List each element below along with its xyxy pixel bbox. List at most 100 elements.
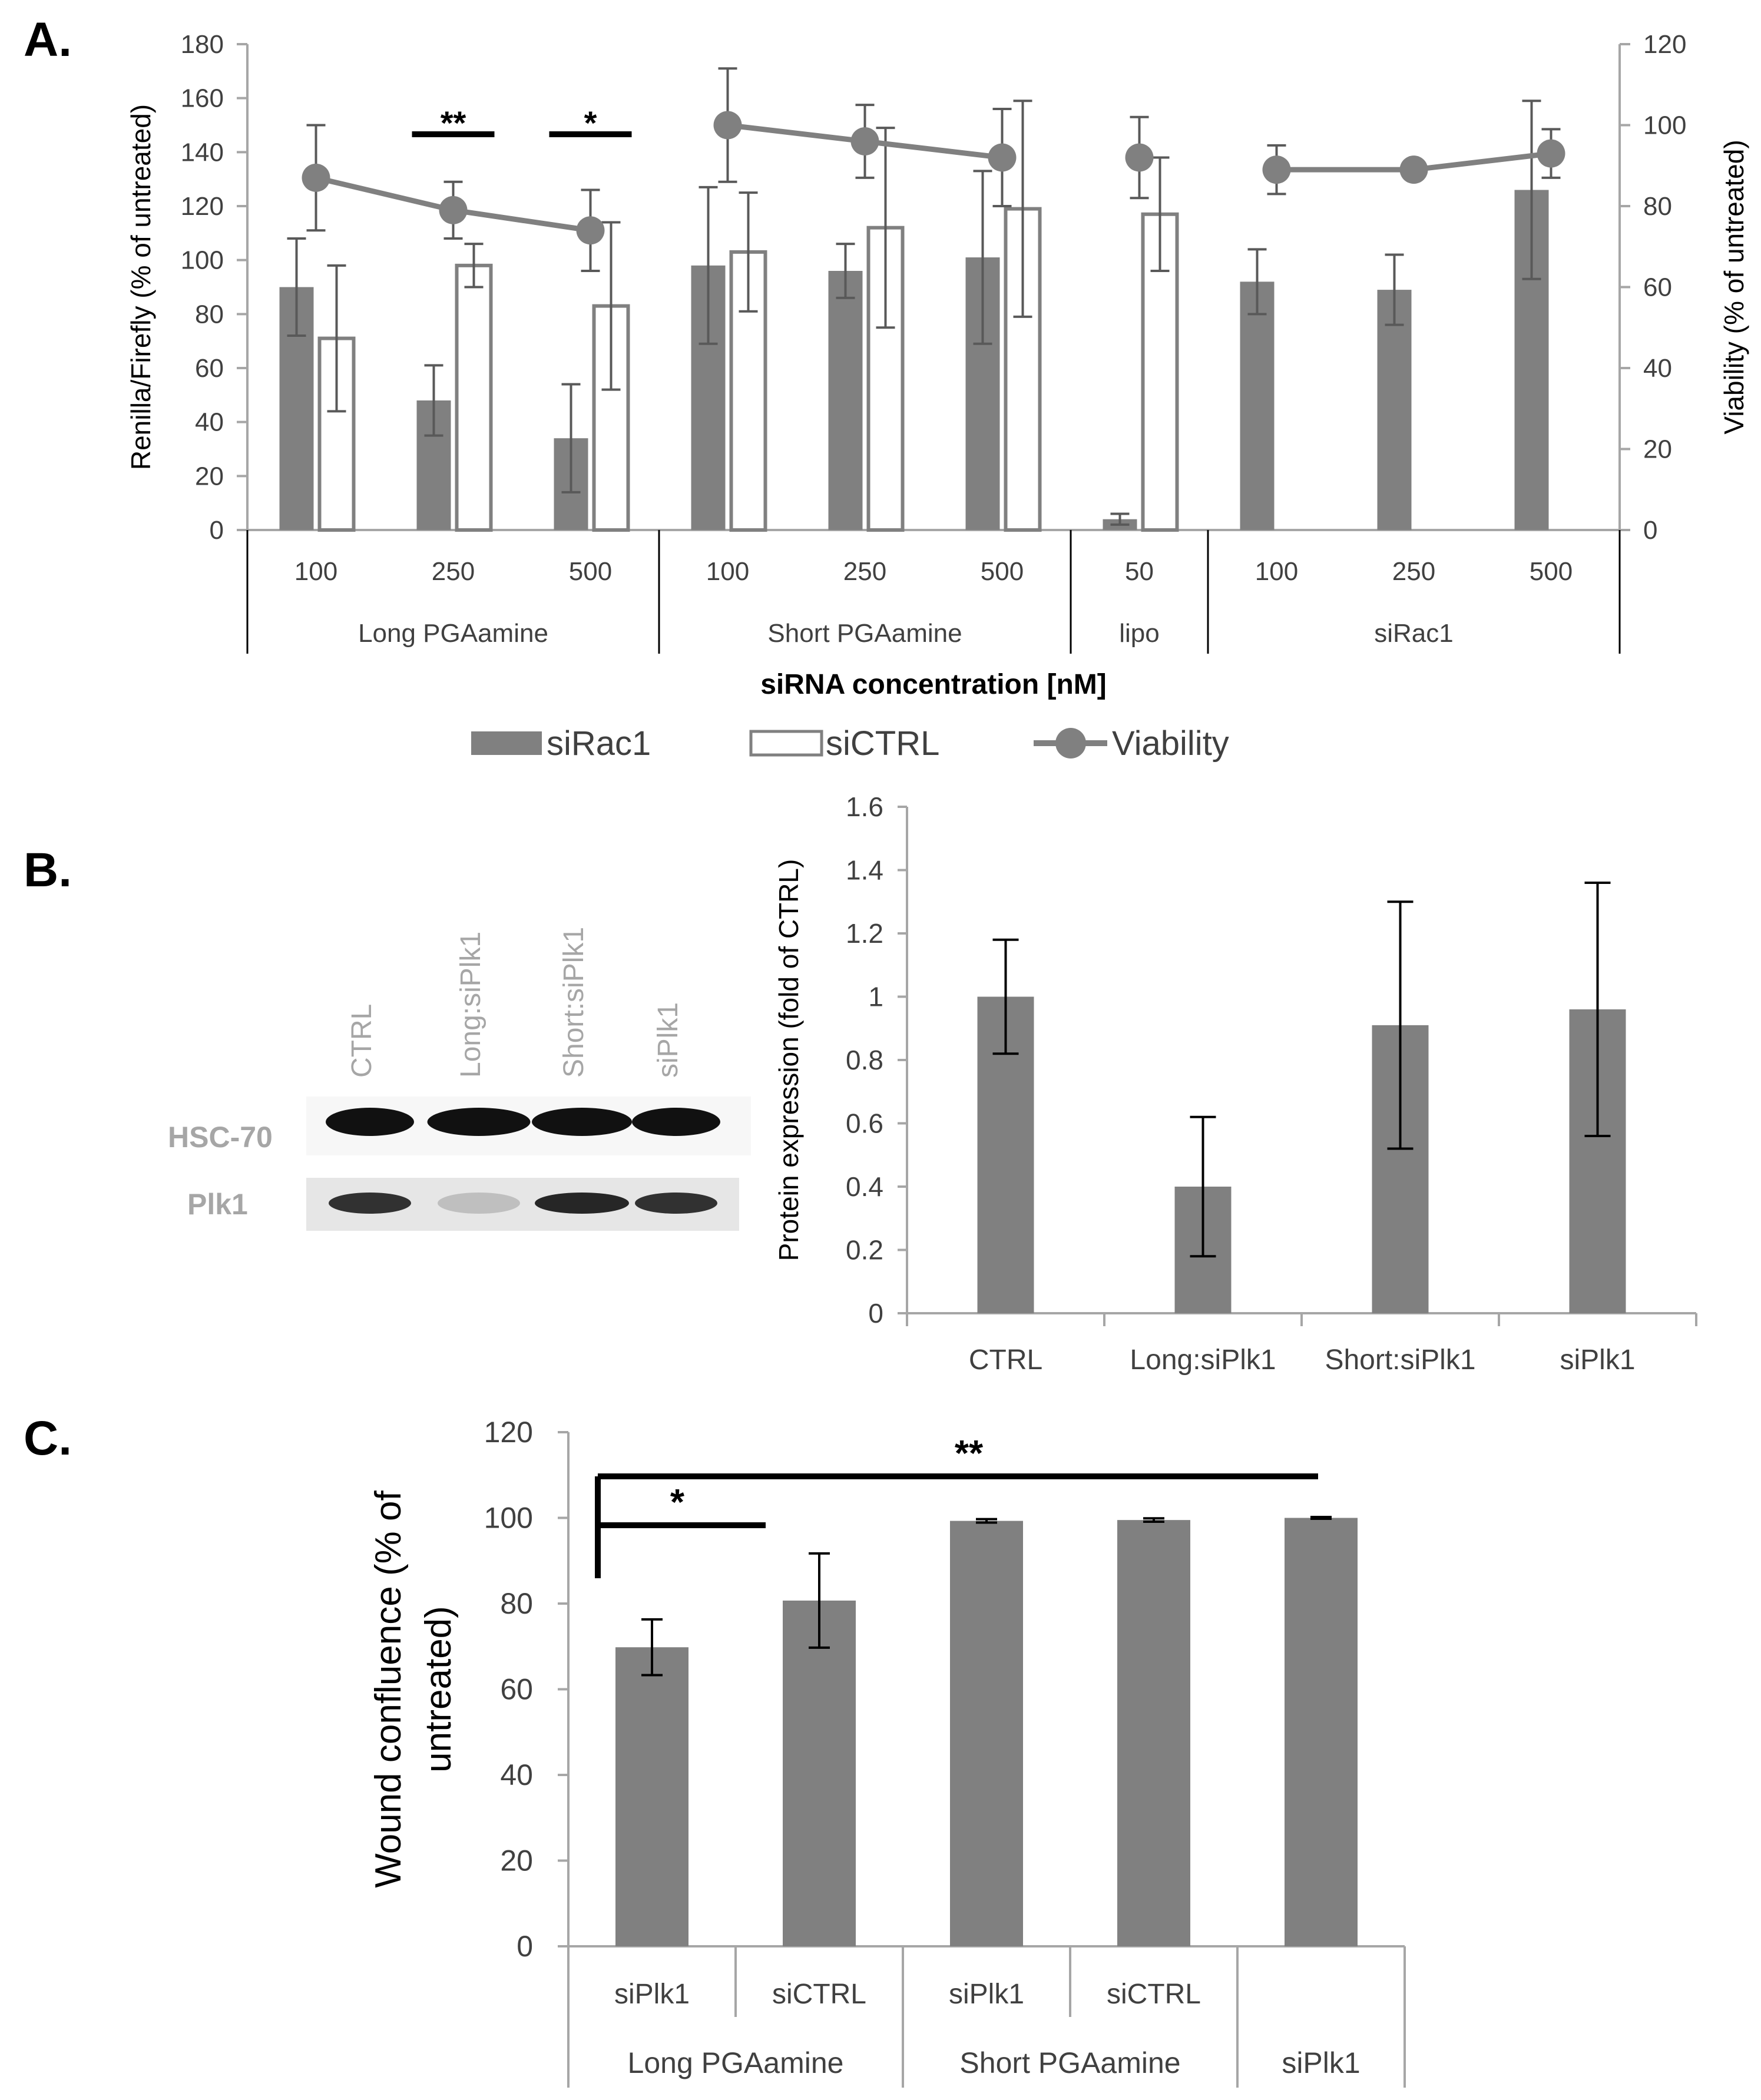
y-axis-title: Protein expression (fold of CTRL) — [773, 859, 804, 1261]
group-label: siRac1 — [1374, 619, 1454, 648]
blot-lane-label: siPlk1 — [653, 1002, 684, 1078]
group-label: siPlk1 — [1282, 2046, 1360, 2079]
blot-row-label-plk1: Plk1 — [187, 1188, 248, 1221]
x-category-label: 100 — [294, 557, 337, 586]
blot-band-hsc70 — [632, 1108, 720, 1136]
viability-point — [713, 111, 742, 140]
y2-tick-label: 0 — [1643, 516, 1657, 545]
group-label: lipo — [1119, 619, 1160, 648]
y-tick-label: 1.2 — [846, 918, 883, 949]
chart-a: 0 20 40 60 80 100 120 140 160 180 0 20 40 60 80 100 120 R… — [125, 30, 1749, 700]
y-tick-label: 40 — [500, 1758, 533, 1791]
x-category-label: 100 — [706, 557, 749, 586]
blot-row-label-hsc70: HSC-70 — [168, 1121, 273, 1154]
x-category-label: 100 — [1255, 557, 1298, 586]
viability-point — [576, 216, 605, 245]
x-category-label: 250 — [843, 557, 886, 586]
x-category-label: 250 — [1392, 557, 1435, 586]
significance-label: ** — [441, 104, 466, 141]
viability-point — [850, 127, 879, 155]
y-tick-label: 20 — [500, 1844, 533, 1877]
y-tick-label: 120 — [484, 1416, 533, 1449]
bar-siRac1 — [1377, 290, 1412, 530]
x-category-label: siPlk1 — [614, 1979, 690, 2010]
bar — [783, 1600, 856, 1946]
group-label: Short PGAamine — [959, 2046, 1180, 2079]
blot-band-plk1 — [329, 1193, 411, 1214]
x-category-label: siPlk1 — [1560, 1344, 1635, 1376]
y-tick-label: 20 — [195, 462, 224, 491]
bar-siRac1 — [1240, 281, 1275, 530]
y-tick-label: 160 — [181, 84, 224, 113]
blot-lane-label: CTRL — [346, 1004, 378, 1078]
legend-a: siRac1 siCTRL Viability — [471, 724, 1229, 763]
y-tick-label: 80 — [195, 300, 224, 329]
viability-point — [1262, 155, 1291, 184]
y-tick-label: 60 — [500, 1673, 533, 1706]
blot-band-plk1 — [438, 1193, 520, 1214]
x-axis-title: siRNA concentration [nM] — [760, 669, 1107, 700]
legend-swatch-siRac1 — [471, 731, 542, 755]
y-tick-label: 60 — [195, 354, 224, 383]
legend-swatch-siCTRL — [749, 730, 823, 757]
significance-label: * — [670, 1482, 685, 1523]
blot-band-plk1 — [635, 1193, 717, 1214]
blot-lane-label: Short:siPlk1 — [558, 927, 590, 1078]
y2-tick-label: 120 — [1643, 30, 1686, 59]
legend-label-viability: Viability — [1112, 724, 1229, 763]
y-tick-label: 100 — [181, 246, 224, 275]
y-axis-title: Renilla/Firefly (% of untreated) — [125, 104, 156, 470]
bar-siRac1 — [828, 271, 863, 530]
y-tick-label: 0.8 — [846, 1045, 883, 1075]
x-category-label: 50 — [1125, 557, 1154, 586]
legend-label-siCTRL: siCTRL — [826, 724, 939, 763]
x-category-label: 250 — [432, 557, 475, 586]
x-category-label: 500 — [1530, 557, 1573, 586]
y2-tick-label: 80 — [1643, 192, 1672, 221]
x-category-label: siCTRL — [1107, 1979, 1201, 2010]
bar-siCTRL — [455, 263, 493, 532]
viability-point — [1399, 155, 1428, 184]
x-category-label: 500 — [569, 557, 612, 586]
y-tick-label: 1.6 — [846, 791, 883, 822]
y-tick-label: 1 — [868, 982, 883, 1012]
western-blot: CTRL Long:siPlk1 Short:siPlk1 siPlk1 HSC-70 P… — [168, 927, 751, 1231]
blot-band-hsc70 — [427, 1108, 531, 1136]
y2-tick-label: 100 — [1643, 111, 1686, 140]
viability-point — [302, 163, 330, 192]
bar — [950, 1521, 1023, 1946]
panel-label-a: A. — [24, 13, 72, 67]
group-label: Long PGAamine — [628, 2046, 844, 2079]
x-category-label: CTRL — [969, 1344, 1042, 1376]
x-category-label: Long:siPlk1 — [1130, 1344, 1276, 1376]
y-tick-label: 0.4 — [846, 1171, 883, 1202]
y-tick-label: 40 — [195, 408, 224, 437]
y-tick-label: 0 — [210, 516, 224, 545]
y-tick-label: 180 — [181, 30, 224, 59]
group-label: Long PGAamine — [358, 619, 548, 648]
significance-label: ** — [955, 1433, 984, 1474]
panel-label-c: C. — [24, 1412, 72, 1465]
blot-band-hsc70 — [326, 1108, 414, 1136]
y-tick-label: 1.4 — [846, 855, 883, 886]
x-category-label: siCTRL — [772, 1979, 866, 2010]
blot-band-plk1 — [535, 1193, 629, 1214]
y-tick-label: 100 — [484, 1502, 533, 1535]
y-tick-label: 0 — [517, 1930, 533, 1963]
y-axis-title-line-1: Wound confluence (% of — [368, 1490, 409, 1888]
y-tick-label: 0.2 — [846, 1235, 883, 1266]
y2-axis-title: Viability (% of untreated) — [1719, 140, 1749, 434]
y-tick-label: 140 — [181, 138, 224, 167]
x-category-label: 500 — [981, 557, 1024, 586]
y-tick-label: 0 — [868, 1298, 883, 1329]
viability-point — [1537, 139, 1565, 168]
y-tick-label: 120 — [181, 192, 224, 221]
blot-band-hsc70 — [532, 1108, 632, 1136]
blot-lane-label: Long:siPlk1 — [455, 932, 486, 1078]
bar — [615, 1647, 688, 1946]
viability-point — [1125, 143, 1154, 172]
viability-point — [988, 143, 1017, 172]
bar — [1117, 1520, 1190, 1946]
legend-swatch-viability-marker — [1055, 728, 1086, 758]
